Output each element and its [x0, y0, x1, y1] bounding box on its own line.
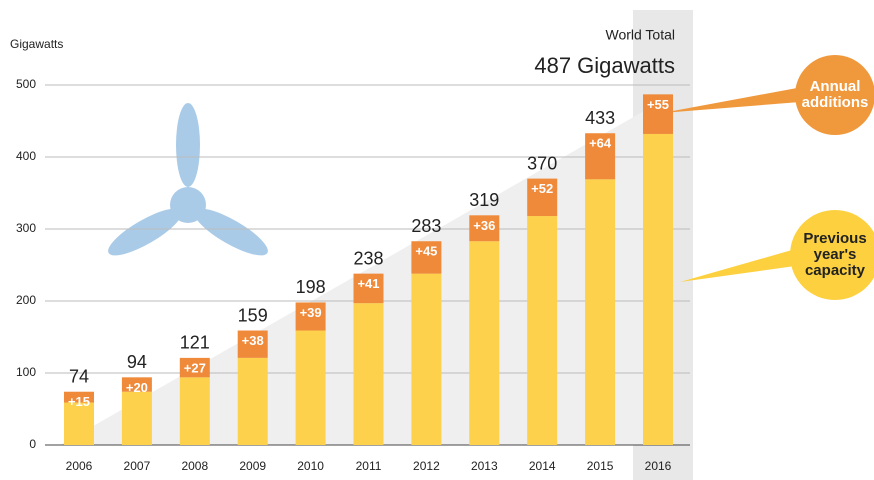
- x-tick-label: 2007: [124, 459, 151, 473]
- value-label: +45: [415, 244, 437, 259]
- bar-segment: [527, 216, 558, 445]
- annotation-title: World Total: [605, 27, 675, 43]
- total-label: 198: [296, 277, 326, 297]
- value-label: +38: [242, 333, 264, 348]
- pointer: [662, 88, 800, 113]
- x-tick-label: 2015: [587, 459, 614, 473]
- bar-segment: [643, 94, 673, 134]
- x-tick-label: 2010: [297, 459, 324, 473]
- value-label: +64: [589, 136, 612, 151]
- value-label: +52: [531, 181, 553, 196]
- annotation-value: 487 Gigawatts: [534, 53, 675, 78]
- bar-segment: [527, 178, 558, 217]
- total-label: 238: [353, 248, 383, 268]
- y-tick-label: 0: [29, 437, 36, 451]
- bar-segment: [64, 391, 94, 403]
- x-tick-label: 2016: [645, 459, 672, 473]
- value-label: +15: [68, 394, 90, 409]
- legend-entry: Annual additions: [795, 55, 874, 135]
- total-label: 159: [238, 305, 268, 325]
- bar-segment: [585, 179, 616, 445]
- value-label: +41: [357, 276, 379, 291]
- total-label: 94: [127, 352, 147, 372]
- value-label: +20: [126, 380, 148, 395]
- bar-segment: [353, 303, 384, 445]
- bar-segment: [295, 330, 326, 445]
- y-tick-label: 100: [16, 365, 36, 379]
- bar-segment: [179, 377, 210, 445]
- x-tick-label: 2011: [356, 459, 382, 473]
- turbine-icon: [108, 103, 268, 256]
- value-label: +36: [473, 218, 495, 233]
- y-tick-label: 300: [16, 221, 36, 235]
- x-tick-label: 2006: [66, 459, 93, 473]
- x-tick-label: 2014: [529, 459, 556, 473]
- growth-shape: [60, 95, 672, 445]
- bar-segment: [585, 133, 616, 180]
- x-tick-label: 2009: [239, 459, 266, 473]
- bar-segment: [237, 330, 268, 358]
- pointer: [680, 250, 795, 282]
- bar-segment: [64, 402, 94, 445]
- y-tick-label: 500: [16, 77, 36, 91]
- bar-segment: [295, 302, 326, 331]
- value-label: +39: [300, 305, 322, 320]
- y-tick-label: 400: [16, 149, 36, 163]
- y-axis-label: Gigawatts: [10, 37, 63, 51]
- value-label: +55: [647, 97, 669, 112]
- bar-segment: [179, 357, 210, 378]
- bar-segment: [237, 357, 268, 445]
- bar-segment: [469, 215, 500, 242]
- bar-segment: [643, 133, 673, 445]
- total-label: 319: [469, 190, 499, 210]
- x-tick-label: 2012: [413, 459, 440, 473]
- legend-entry: Previous year's capacity: [790, 210, 874, 300]
- total-label: 433: [585, 108, 615, 128]
- bar-segment: [353, 273, 384, 304]
- total-label: 370: [527, 153, 557, 173]
- bar-segment: [121, 391, 152, 445]
- bar-segment: [411, 273, 442, 445]
- value-label: +27: [184, 360, 206, 375]
- total-label: 74: [69, 366, 89, 386]
- y-tick-label: 200: [16, 293, 36, 307]
- total-label: 121: [180, 333, 210, 353]
- bar-segment: [121, 377, 152, 392]
- x-tick-label: 2008: [181, 459, 208, 473]
- bar-segment: [469, 241, 500, 445]
- x-tick-label: 2013: [471, 459, 498, 473]
- bar-segment: [411, 241, 442, 274]
- total-label: 283: [411, 216, 441, 236]
